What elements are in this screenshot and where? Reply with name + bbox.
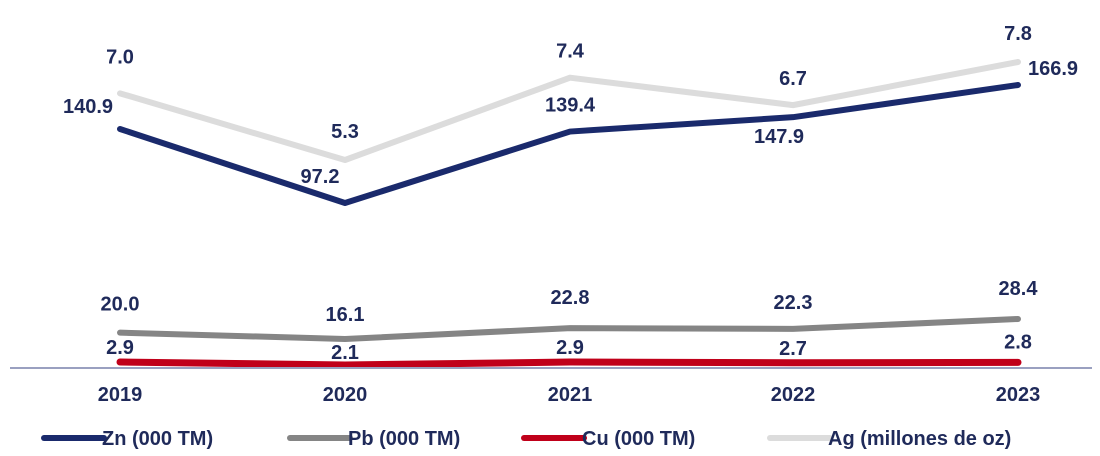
series-line-pb	[117, 316, 1021, 342]
x-tick-label: 2020	[323, 384, 368, 406]
legend: Zn (000 TM) Pb (000 TM) Cu (000 TM) Ag (mil…	[41, 428, 1011, 450]
data-label-cu: 2.1	[331, 342, 359, 364]
legend-item-pb: Pb (000 TM)	[287, 428, 460, 450]
x-tick-label: 2021	[548, 384, 593, 406]
data-label-zn: 166.9	[1028, 58, 1078, 80]
data-label-zn: 147.9	[754, 126, 804, 148]
data-label-ag: 5.3	[331, 121, 359, 143]
series-line-ag	[117, 59, 1021, 163]
legend-item-ag: Ag (millones de oz)	[767, 428, 1011, 450]
legend-label-zn: Zn (000 TM)	[102, 428, 213, 450]
series-line-cu	[116, 358, 1022, 369]
legend-item-cu: Cu (000 TM)	[521, 428, 695, 450]
data-label-zn: 140.9	[63, 96, 113, 118]
series-line-zn	[117, 82, 1021, 206]
legend-item-zn: Zn (000 TM)	[41, 428, 213, 450]
data-label-ag: 7.4	[556, 41, 585, 63]
data-label-ag: 7.0	[106, 46, 134, 68]
series-layer	[116, 59, 1022, 369]
legend-label-pb: Pb (000 TM)	[348, 428, 460, 450]
data-label-pb: 16.1	[326, 304, 365, 326]
data-label-pb: 22.8	[551, 287, 590, 309]
data-label-zn: 139.4	[545, 95, 596, 117]
legend-label-cu: Cu (000 TM)	[582, 428, 695, 450]
data-labels: 7.0 5.3 7.4 6.7 7.8 140.9 97.2 139.4 147.9 166.9 2…	[63, 23, 1078, 364]
data-label-cu: 2.9	[106, 337, 134, 359]
data-label-pb: 22.3	[774, 292, 813, 314]
data-label-ag: 6.7	[779, 68, 807, 90]
data-label-cu: 2.8	[1004, 331, 1032, 353]
x-tick-label: 2019	[98, 384, 143, 406]
data-label-ag: 7.8	[1004, 23, 1032, 45]
legend-label-ag: Ag (millones de oz)	[828, 428, 1011, 450]
data-label-pb: 20.0	[101, 294, 140, 316]
x-axis: 2019 2020 2021 2022 2023	[10, 367, 1092, 406]
x-tick-label: 2023	[996, 384, 1041, 406]
x-tick-label: 2022	[771, 384, 816, 406]
data-label-zn: 97.2	[301, 166, 340, 188]
data-label-cu: 2.7	[779, 338, 807, 360]
data-label-pb: 28.4	[999, 278, 1039, 300]
data-label-cu: 2.9	[556, 337, 584, 359]
